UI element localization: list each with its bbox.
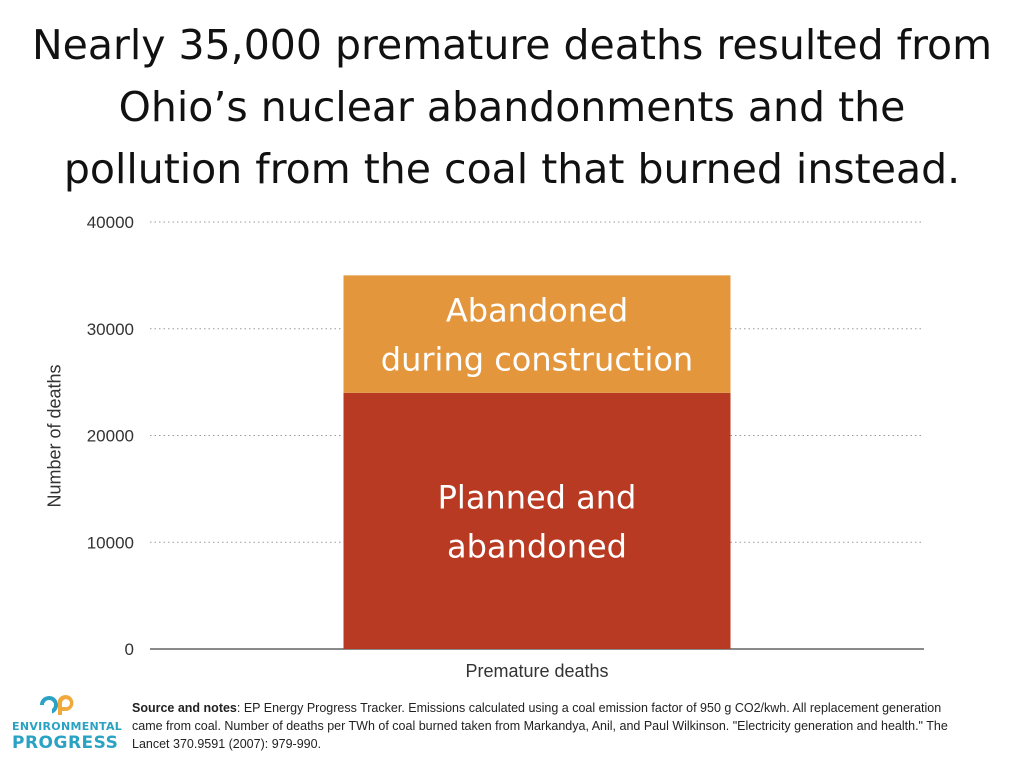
x-category-label: Premature deaths <box>465 661 608 681</box>
y-tick-label: 10000 <box>87 533 134 552</box>
y-axis-ticks: 0 10000 20000 30000 40000 Premature deaths <box>87 213 609 681</box>
bar-label-line: Abandoned <box>446 292 628 330</box>
bar-labels: Planned and abandoned Abandoned during cons… <box>381 292 693 566</box>
bar-segment-abandoned-during-construction <box>343 275 731 393</box>
title-line-3: pollution from the coal that burned inst… <box>63 145 961 193</box>
environmental-progress-logo[interactable]: ENVIRONMENTAL PROGRESS <box>12 694 123 756</box>
bars <box>343 275 731 649</box>
title-line-2: Ohio’s nuclear abandonments and the <box>118 83 906 131</box>
bar-label-line: abandoned <box>447 527 627 565</box>
ep-logo-icon <box>40 695 74 715</box>
chart-title: Nearly 35,000 premature deaths resulted … <box>20 14 1004 200</box>
source-text: : EP Energy Progress Tracker. Emissions … <box>132 701 948 751</box>
bar-segment-label: Planned and abandoned <box>438 478 637 565</box>
source-notes: Source and notes: EP Energy Progress Tra… <box>132 699 972 753</box>
logo-line-1: ENVIRONMENTAL <box>12 720 123 733</box>
bar-segment-label: Abandoned during construction <box>381 292 693 379</box>
y-tick-label: 40000 <box>87 213 134 232</box>
logo-line-2: PROGRESS <box>12 733 119 753</box>
y-tick-label: 0 <box>125 640 134 659</box>
y-tick-label: 30000 <box>87 320 134 339</box>
y-axis-label: Number of deaths <box>44 364 65 508</box>
bar-label-line: during construction <box>381 341 693 379</box>
title-line-1: Nearly 35,000 premature deaths resulted … <box>31 21 993 69</box>
source-label: Source and notes <box>132 701 237 715</box>
bar-label-line: Planned and <box>438 478 637 516</box>
chart-plot: Planned and abandoned Abandoned during cons… <box>87 213 924 681</box>
bar-segment-planned-and-abandoned <box>343 392 731 649</box>
y-tick-label: 20000 <box>87 427 134 446</box>
